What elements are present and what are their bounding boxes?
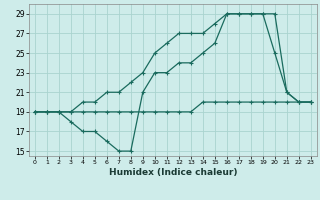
X-axis label: Humidex (Indice chaleur): Humidex (Indice chaleur) — [108, 168, 237, 177]
